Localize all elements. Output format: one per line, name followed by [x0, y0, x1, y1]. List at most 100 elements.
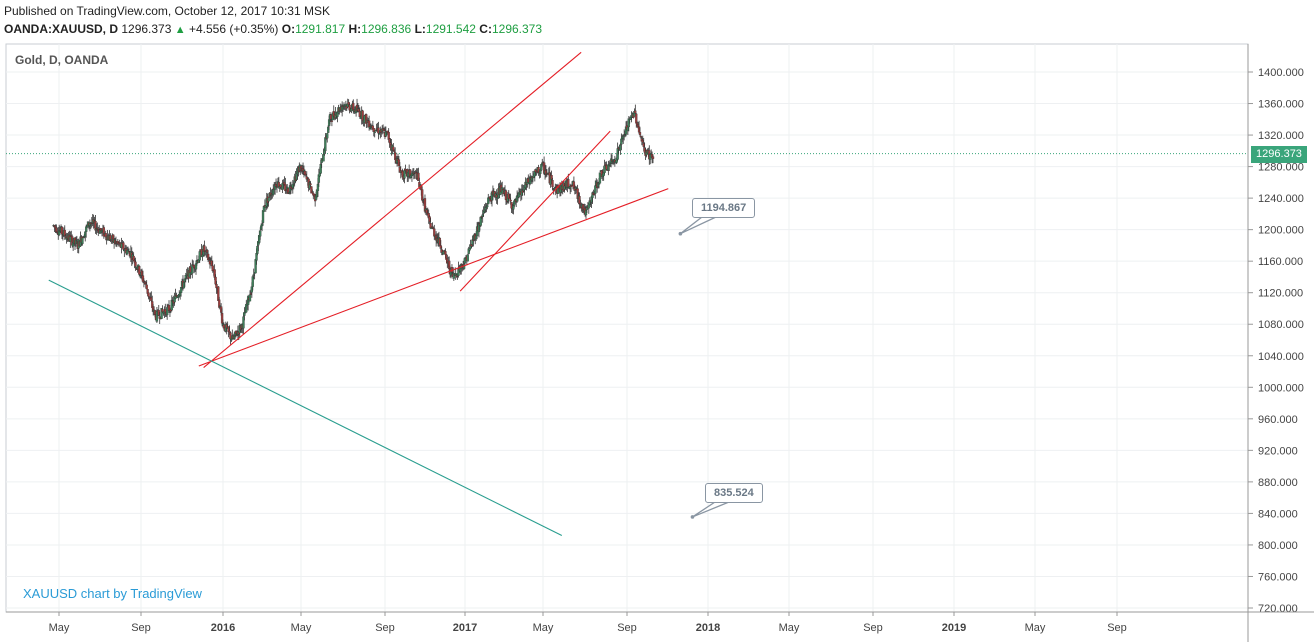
candle-body	[248, 294, 252, 302]
candle-body	[230, 339, 233, 341]
trendline	[203, 51, 582, 369]
x-tick-label: Sep	[375, 622, 395, 634]
candle-body	[194, 263, 198, 270]
watermark[interactable]: XAUUSD chart by TradingView	[23, 586, 202, 601]
y-tick-label: 840.000	[1258, 508, 1298, 520]
y-tick-label: 1200.000	[1258, 225, 1304, 237]
chart-canvas[interactable]: 720.000 760.000 800.000 840.000 880.000 920.0…	[0, 42, 1314, 642]
x-tick-label: Sep	[863, 622, 883, 634]
y-tick-label: 1080.000	[1258, 319, 1304, 331]
x-tick-label: 2017	[453, 622, 477, 634]
candle-body	[372, 128, 375, 132]
candle-body	[123, 249, 126, 252]
candle-body	[423, 198, 427, 212]
candle-body	[198, 251, 201, 261]
y-tick-label: 880.000	[1258, 477, 1298, 489]
y-tick-label: 1160.000	[1258, 256, 1303, 268]
candle-body	[551, 180, 554, 188]
candle-body	[316, 183, 320, 191]
candle-body	[104, 233, 107, 238]
x-tick-label: May	[533, 622, 554, 634]
candle-body	[330, 120, 334, 122]
x-tick-label: 2019	[942, 622, 966, 634]
x-tick-label: 2016	[211, 622, 235, 634]
candle-body	[421, 189, 424, 201]
candle-body	[125, 250, 129, 255]
x-tick-label: May	[49, 622, 70, 634]
y-tick-label: 720.000	[1258, 603, 1298, 615]
chart-axes: 720.000 760.000 800.000 840.000 880.000 920.0…	[6, 44, 1314, 642]
current-price-tag: 1296.373	[1251, 145, 1307, 163]
candle-body	[634, 110, 637, 114]
candle-body	[509, 199, 512, 202]
symbol-label[interactable]: OANDA:XAUUSD, D	[4, 22, 118, 36]
close-value: 1296.373	[491, 22, 543, 36]
candle-body	[598, 172, 602, 184]
x-tick-label: May	[291, 622, 312, 634]
x-tick-label: 2018	[696, 622, 720, 634]
candle-body	[417, 172, 420, 181]
candles	[52, 98, 655, 345]
candle-body	[486, 205, 489, 208]
candle-body	[373, 131, 376, 134]
candle-body	[261, 210, 265, 223]
y-tick-label: 760.000	[1258, 571, 1298, 583]
x-tick-label: Sep	[617, 622, 637, 634]
y-tick-label: 1000.000	[1258, 382, 1304, 394]
candle-body	[179, 287, 183, 293]
y-tick-label: 1400.000	[1258, 67, 1304, 79]
trendlines	[48, 51, 730, 536]
candle-body	[145, 284, 148, 290]
candle-body	[651, 156, 655, 159]
candle-body	[134, 261, 137, 267]
trendline	[459, 130, 611, 292]
candle-body	[322, 154, 325, 162]
candle-body	[594, 185, 597, 194]
high-label: H:	[348, 22, 362, 36]
candle-body	[251, 276, 254, 287]
price-change: +4.556 (+0.35%)	[188, 22, 279, 36]
y-tick-label: 960.000	[1258, 414, 1298, 426]
y-tick-label: 1280.000	[1258, 162, 1304, 174]
candle-body	[229, 332, 232, 340]
triangle-up-icon: ▲	[174, 24, 186, 36]
x-tick-label: May	[1025, 622, 1046, 634]
candle-body	[147, 292, 150, 297]
candle-body	[102, 227, 106, 237]
candle-body	[309, 183, 312, 186]
price-callout[interactable]: 835.524	[705, 483, 763, 503]
last-price: 1296.373	[121, 22, 172, 36]
candle-body	[466, 254, 469, 262]
low-value: 1291.542	[425, 22, 476, 36]
callout-pointer	[692, 501, 730, 518]
candle-body	[138, 266, 141, 275]
open-value: 1291.817	[295, 22, 346, 36]
y-tick-label: 1320.000	[1258, 130, 1304, 142]
y-tick-label: 1120.000	[1258, 288, 1303, 300]
candle-body	[242, 316, 245, 329]
candle-body	[81, 237, 84, 244]
candle-body	[267, 197, 270, 202]
candle-body	[160, 308, 163, 319]
x-tick-label: Sep	[1107, 622, 1127, 634]
candle-body	[319, 164, 322, 174]
chart-title: Gold, D, OANDA	[15, 53, 109, 67]
x-tick-label: Sep	[131, 622, 151, 634]
candle-body	[218, 299, 221, 308]
y-tick-label: 1040.000	[1258, 351, 1304, 363]
trendline	[48, 279, 563, 536]
candle-body	[550, 175, 553, 180]
candle-body	[603, 165, 606, 173]
candle-body	[259, 230, 262, 237]
x-tick-label: May	[779, 622, 800, 634]
published-note: Published on TradingView.com, October 12…	[4, 4, 330, 18]
header-bar: Published on TradingView.com, October 12…	[0, 0, 1314, 42]
candle-body	[60, 226, 64, 235]
price-callout[interactable]: 1194.867	[692, 198, 756, 218]
candle-body	[161, 308, 164, 312]
candle-body	[220, 313, 224, 324]
y-tick-label: 920.000	[1258, 445, 1298, 457]
candle-body	[326, 133, 329, 139]
callout-pointer	[679, 216, 717, 235]
ohlc-legend: OANDA:XAUUSD, D 1296.373 ▲ +4.556 (+0.35…	[4, 22, 542, 36]
